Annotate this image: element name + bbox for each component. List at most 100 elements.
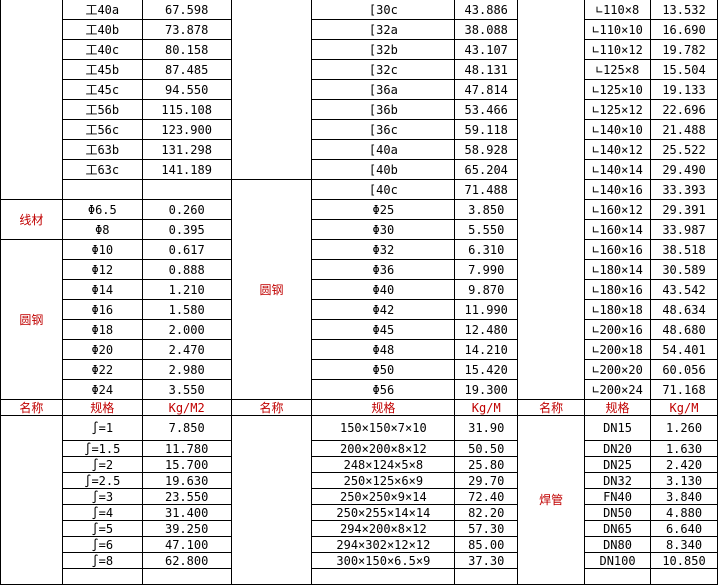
table-row: 工63b 131.298 [40a 58.928 ∟140×12 25.522: [1, 139, 718, 160]
spec-cell: ∟160×14: [584, 219, 652, 240]
table-row: 线材 Φ6.5 0.260 Φ25 3.850 ∟160×12 29.391: [0, 199, 718, 240]
weight-cell: 8.340: [650, 536, 718, 553]
spec-cell: Φ16: [61, 299, 143, 320]
weight-cell: 57.30: [454, 520, 519, 537]
spec-cell: ∫=6: [61, 536, 143, 553]
table-row: 工40c 80.158 [32b 43.107 ∟110×12 19.782: [1, 39, 718, 60]
spec-cell: Φ14: [61, 279, 143, 300]
weight-cell: 0.888: [141, 259, 232, 280]
spec-cell: 工45b: [61, 59, 143, 80]
weight-cell: 59.118: [454, 119, 519, 140]
spec-cell: 250×255×14×14: [311, 504, 456, 521]
weight-cell: 6.640: [650, 520, 718, 537]
spec-cell: ∟180×16: [584, 279, 652, 300]
weight-cell: 19.630: [141, 472, 232, 489]
weight-cell: 37.30: [454, 552, 519, 569]
weight-cell: 43.542: [650, 279, 718, 300]
weight-cell: 25.522: [650, 139, 718, 160]
spec-cell: 工63b: [61, 139, 143, 160]
spec-cell: 294×302×12×12: [311, 536, 456, 553]
category-label: [0, 415, 63, 585]
table-row: 工40b 73.878 [32a 38.088 ∟110×10 16.690: [1, 19, 718, 40]
weight-cell: 25.80: [454, 456, 519, 473]
table-row: 工45b 87.485 [32c 48.131 ∟125×8 15.504: [1, 59, 718, 80]
weight-cell: 2.980: [141, 359, 232, 380]
spec-cell: 250×125×6×9: [311, 472, 456, 489]
weight-cell: 3.550: [141, 379, 232, 400]
spec-cell: [36c: [311, 119, 456, 140]
table-row: ∫=1 7.850 150×150×7×10 31.90 焊管 DN15 1.260: [0, 415, 718, 585]
spec-cell: Φ6.5: [61, 199, 143, 220]
weight-cell: [454, 568, 519, 585]
spec-cell: 250×250×9×14: [311, 488, 456, 505]
weight-cell: 21.488: [650, 119, 718, 140]
weight-cell: 29.70: [454, 472, 519, 489]
header-row: 名称 规格 Kg/M2 名称 规格 Kg/M 名称 规格 Kg/M: [0, 399, 718, 416]
weight-cell: 39.250: [141, 520, 232, 537]
weight-cell: 5.550: [454, 219, 519, 240]
table-row: Φ14 1.210 Φ40 9.870 ∟180×16 43.542: [1, 279, 718, 300]
weight-cell: 73.878: [141, 19, 232, 40]
table-row: ∫=3 23.550 250×250×9×14 72.40 FN40 3.840: [1, 488, 718, 505]
spec-cell: ∟200×18: [584, 339, 652, 360]
weight-cell: 11.780: [141, 440, 232, 457]
spec-cell: Φ56: [311, 379, 456, 400]
spec-cell: Φ32: [311, 239, 456, 260]
spec-cell: ∟180×18: [584, 299, 652, 320]
weight-cell: 19.133: [650, 79, 718, 100]
weight-cell: 115.108: [141, 99, 232, 120]
spec-cell: ∟140×14: [584, 159, 652, 180]
spec-cell: ∟110×10: [584, 19, 652, 40]
weight-cell: 3.850: [454, 199, 519, 220]
weight-cell: 3.840: [650, 488, 718, 505]
spec-cell: 300×150×6.5×9: [311, 552, 456, 569]
spec-cell: [584, 568, 652, 585]
spec-cell: [61, 179, 143, 200]
weight-cell: [141, 179, 232, 200]
weight-cell: 15.700: [141, 456, 232, 473]
weight-cell: 15.504: [650, 59, 718, 80]
spec-cell: 工56b: [61, 99, 143, 120]
weight-cell: 72.40: [454, 488, 519, 505]
spec-cell: Φ40: [311, 279, 456, 300]
spec-cell: ∫=3: [61, 488, 143, 505]
spec-cell: 150×150×7×10: [311, 415, 456, 441]
table-row: 工56b 115.108 [36b 53.466 ∟125×12 22.696: [1, 99, 718, 120]
spec-cell: Φ8: [61, 219, 143, 240]
spec-cell: [40a: [311, 139, 456, 160]
weight-cell: 82.20: [454, 504, 519, 521]
spec-cell: ∫=1: [61, 415, 143, 441]
weight-cell: 43.886: [454, 0, 519, 20]
weight-cell: 0.260: [141, 199, 232, 220]
weight-cell: 50.50: [454, 440, 519, 457]
weight-cell: [141, 568, 232, 585]
weight-cell: 11.990: [454, 299, 519, 320]
table-row: Φ12 0.888 Φ36 7.990 ∟180×14 30.589: [1, 259, 718, 280]
spec-cell: 工45c: [61, 79, 143, 100]
weight-cell: 67.598: [141, 0, 232, 20]
table-row: Φ8 0.395 Φ30 5.550 ∟160×14 33.987: [1, 219, 718, 240]
weight-cell: 3.130: [650, 472, 718, 489]
weight-cell: 29.490: [650, 159, 718, 180]
spec-cell: DN65: [584, 520, 652, 537]
spec-cell: ∟125×10: [584, 79, 652, 100]
category-label: 焊管: [517, 415, 586, 585]
category-label: [230, 415, 313, 585]
spec-cell: ∟160×16: [584, 239, 652, 260]
weight-cell: 0.395: [141, 219, 232, 240]
table-row: 工63c 141.189 [40b 65.204 ∟140×14 29.490: [1, 159, 718, 180]
column-header: 名称: [517, 399, 586, 416]
weight-cell: 1.260: [650, 415, 718, 441]
weight-cell: 58.928: [454, 139, 519, 160]
table-row: [1, 568, 718, 585]
table-row: Φ24 3.550 Φ56 19.300 ∟200×24 71.168: [1, 379, 718, 400]
table-row: ∫=2.5 19.630 250×125×6×9 29.70 DN32 3.130: [1, 472, 718, 489]
weight-cell: [650, 568, 718, 585]
column-header: Kg/M: [650, 399, 718, 416]
table-row: 圆钢 [40c 71.488 ∟140×16 33.393: [1, 179, 718, 400]
spec-cell: [32c: [311, 59, 456, 80]
weight-cell: 13.532: [650, 0, 718, 20]
table-row: ∫=5 39.250 294×200×8×12 57.30 DN65 6.640: [1, 520, 718, 537]
spec-cell: [32a: [311, 19, 456, 40]
weight-cell: 1.630: [650, 440, 718, 457]
